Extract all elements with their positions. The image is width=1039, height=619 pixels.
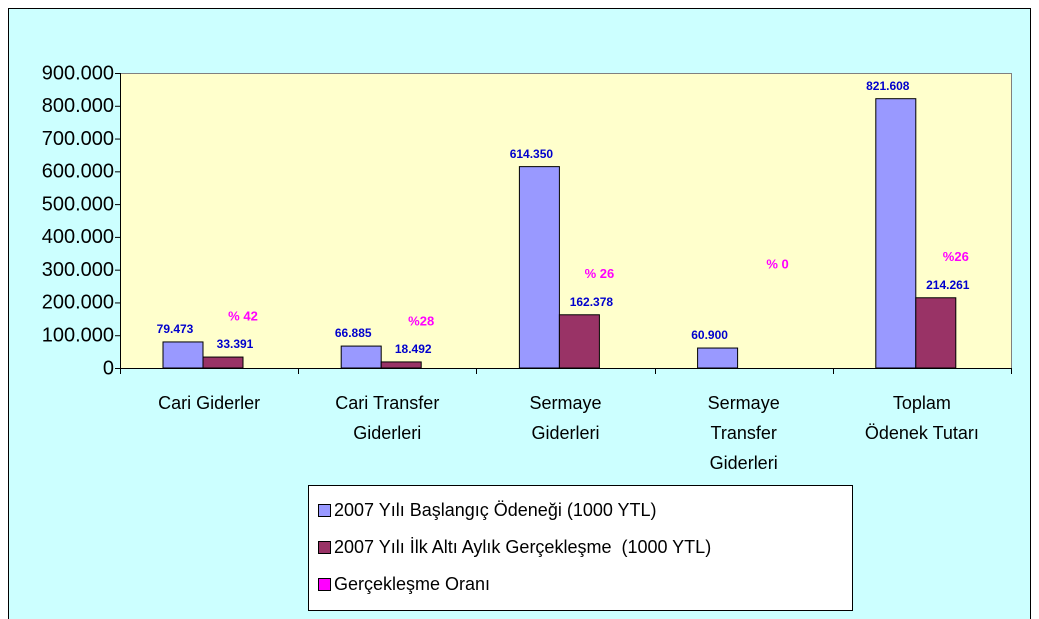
data-label: 18.492	[395, 342, 432, 356]
bar	[697, 347, 739, 369]
y-tick-label: 300.000	[42, 259, 114, 281]
y-tick-label: 800.000	[42, 95, 114, 117]
y-tick-label: 100.000	[42, 325, 114, 347]
data-label: 33.391	[217, 337, 254, 351]
data-label: 162.378	[570, 295, 614, 309]
bar	[558, 314, 600, 369]
x-tick-label: Cari Giderler	[158, 393, 261, 413]
data-label: 79.473	[157, 322, 194, 336]
x-tick-label: Sermaye Giderleri	[529, 393, 602, 443]
percent-label: % 42	[228, 308, 258, 323]
bar	[518, 166, 560, 369]
legend-label: Gerçekleşme Oranı	[334, 574, 490, 594]
data-label: 214.261	[926, 278, 970, 292]
bar	[915, 297, 957, 369]
data-label: 821.608	[866, 79, 910, 93]
data-label: 60.900	[691, 328, 728, 342]
bar	[340, 345, 382, 369]
y-tick-label: 900.000	[42, 62, 114, 84]
x-tick-label: Toplam Ödenek Tutarı	[864, 393, 979, 443]
legend	[308, 485, 853, 611]
percent-label: %26	[943, 249, 969, 264]
percent-label: % 26	[585, 266, 615, 281]
data-label: 614.350	[510, 147, 554, 161]
bar	[202, 356, 244, 369]
y-tick-label: 0	[103, 357, 114, 379]
legend-label: 2007 Yılı İlk Altı Aylık Gerçekleşme (10…	[334, 537, 711, 557]
legend-swatch	[318, 578, 331, 591]
y-tick-label: 600.000	[42, 161, 114, 183]
legend-swatch	[318, 541, 331, 554]
legend-swatch	[318, 504, 331, 517]
y-tick-label: 400.000	[42, 226, 114, 248]
bar	[162, 341, 204, 369]
data-label: 66.885	[335, 326, 372, 340]
legend-label: 2007 Yılı Başlangıç Ödeneği (1000 YTL)	[334, 500, 657, 520]
percent-label: %28	[408, 313, 434, 328]
x-tick-label: Sermaye Transfer Giderleri	[707, 393, 780, 473]
y-tick-label: 700.000	[42, 128, 114, 150]
bar	[875, 98, 917, 369]
y-tick-label: 500.000	[42, 193, 114, 215]
percent-label: % 0	[766, 256, 788, 271]
bar	[380, 361, 422, 369]
y-tick-label: 200.000	[42, 292, 114, 314]
x-tick-label: Cari Transfer Giderleri	[335, 393, 440, 443]
